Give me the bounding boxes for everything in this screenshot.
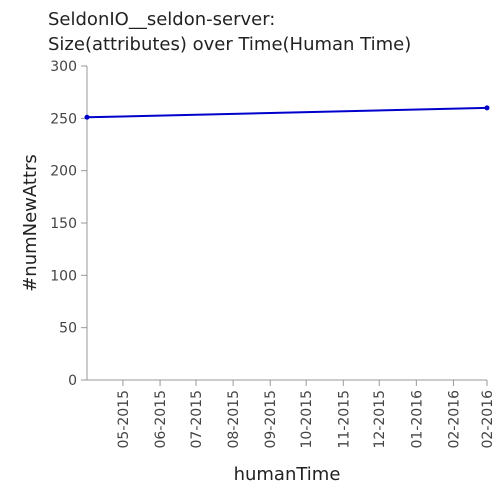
series-group <box>84 105 490 120</box>
x-tick-label: 01-2016 <box>409 390 425 449</box>
x-tick-label: 07-2015 <box>189 390 205 449</box>
y-tick-label: 0 <box>68 373 77 389</box>
x-tick-label: 02-2016 <box>480 390 496 449</box>
chart-title-line-2: Size(attributes) over Time(Human Time) <box>48 34 411 55</box>
x-tick-label: 02-2016 <box>446 390 462 449</box>
series-line <box>86 106 488 119</box>
data-point <box>484 105 490 111</box>
x-tick-label: 05-2015 <box>116 390 132 449</box>
y-tick-label: 250 <box>50 111 77 127</box>
data-point <box>84 114 90 120</box>
y-tick-label: 50 <box>59 321 77 337</box>
y-axis-label: #numNewAttrs <box>20 154 41 292</box>
x-tick-label: 08-2015 <box>226 390 242 449</box>
x-tick-label: 06-2015 <box>153 390 169 449</box>
x-tick-label: 10-2015 <box>299 390 315 449</box>
y-tick-label: 200 <box>50 164 77 180</box>
y-tick-label: 100 <box>50 268 77 284</box>
x-tick-label: 11-2015 <box>336 390 352 449</box>
x-axis-ticks: 05-2015 06-2015 07-2015 08-2015 09-2015 10-20… <box>116 380 496 449</box>
x-tick-label: 12-2015 <box>372 390 388 449</box>
y-tick-label: 150 <box>50 216 77 232</box>
x-tick-label: 09-2015 <box>263 390 279 449</box>
y-tick-label: 300 <box>50 59 77 75</box>
y-axis-ticks: 0 50 100 150 200 250 300 <box>50 59 87 389</box>
x-axis-label: humanTime <box>234 464 341 485</box>
chart-title-line-1: SeldonIO__seldon-server: <box>48 9 275 30</box>
